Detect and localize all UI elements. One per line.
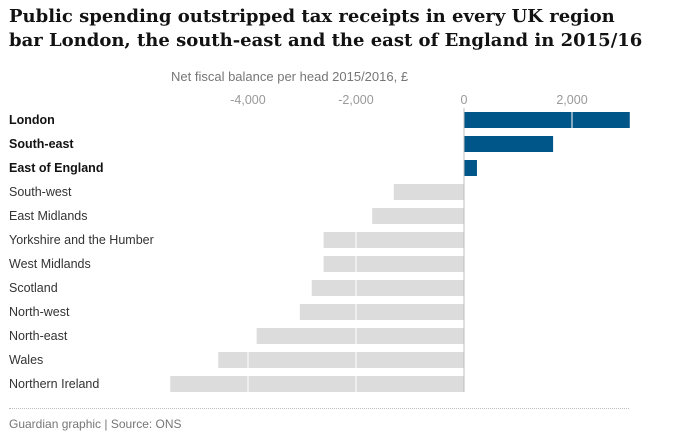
bar-northern-ireland bbox=[170, 376, 465, 392]
category-label: Scotland bbox=[9, 281, 58, 295]
category-label: West Midlands bbox=[9, 257, 91, 271]
bar-wales bbox=[218, 352, 464, 368]
bar-north-west bbox=[299, 304, 464, 320]
chart-title: Public spending outstripped tax receipts… bbox=[9, 6, 643, 51]
bar-scotland bbox=[311, 280, 464, 296]
source-note: Guardian graphic | Source: ONS bbox=[9, 417, 182, 431]
bar-west-midlands bbox=[323, 256, 464, 272]
category-label: Wales bbox=[9, 353, 44, 367]
x-tick-label: -4,000 bbox=[230, 93, 265, 107]
x-tick-label: 0 bbox=[461, 93, 468, 107]
bar-east-midlands bbox=[372, 208, 464, 224]
category-label: North-west bbox=[9, 305, 70, 319]
bar-yorkshire-and-the-humber bbox=[323, 232, 464, 248]
footer-divider bbox=[9, 408, 629, 409]
category-label: South-west bbox=[9, 185, 72, 199]
x-axis-title: Net fiscal balance per head 2015/2016, £ bbox=[171, 69, 409, 84]
bar-south-east bbox=[464, 136, 554, 152]
category-label: Yorkshire and the Humber bbox=[9, 233, 154, 247]
category-label: London bbox=[9, 113, 55, 127]
bar-east-of-england bbox=[464, 160, 477, 176]
x-tick-label: -2,000 bbox=[338, 93, 373, 107]
category-label: East Midlands bbox=[9, 209, 88, 223]
x-tick-label: 2,000 bbox=[556, 93, 587, 107]
bar-london bbox=[464, 112, 630, 128]
category-label: North-east bbox=[9, 329, 68, 343]
category-label: South-east bbox=[9, 137, 74, 151]
bar-south-west bbox=[393, 184, 464, 200]
bar-north-east bbox=[256, 328, 464, 344]
category-label: Northern Ireland bbox=[9, 377, 100, 391]
category-label: East of England bbox=[9, 161, 104, 175]
